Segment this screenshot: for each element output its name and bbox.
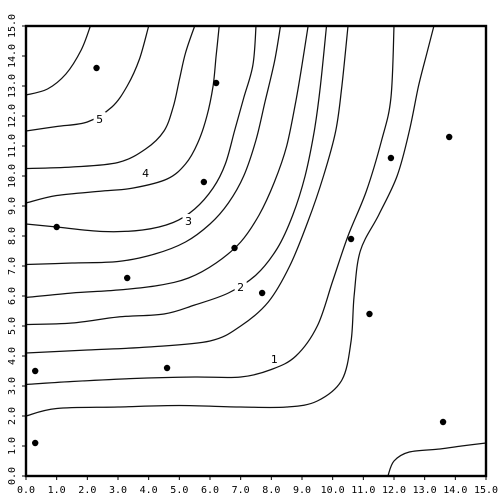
x-tick-label: 9.0 (293, 485, 311, 496)
data-point (124, 274, 131, 282)
y-tick-label: 5.0 (7, 317, 18, 335)
contour-label-bg (182, 214, 195, 227)
x-tick-label: 0.0 (17, 485, 35, 496)
y-tick-label: 3.0 (7, 377, 18, 395)
contour-label-bg (139, 166, 152, 179)
y-tick-label: 8.0 (7, 227, 18, 245)
contour-label-bg (268, 352, 281, 365)
contour-label-bg (234, 280, 247, 293)
x-tick-label: 5.0 (170, 485, 188, 496)
data-point (347, 235, 355, 243)
contour-labels: 5 4 3 2 1 (93, 112, 281, 366)
x-tick-label: 14.0 (443, 485, 467, 496)
x-tick-label: 8.0 (262, 485, 280, 496)
data-point (212, 79, 220, 87)
y-tick-label: 2.0 (7, 407, 18, 425)
contour-label: 5 (96, 113, 103, 126)
data-point (231, 244, 238, 252)
contour-line (25, 25, 282, 266)
x-tick-label: 12.0 (382, 485, 406, 496)
y-tick-label: 15.0 (7, 14, 18, 38)
x-tick-label: 10.0 (321, 485, 345, 496)
contour-line (387, 442, 487, 477)
y-tick-label: 0.0 (7, 467, 18, 485)
x-tick-label: 3.0 (109, 485, 127, 496)
y-tick-label: 1.0 (7, 437, 18, 455)
x-tick-label: 15.0 (474, 485, 498, 496)
y-tick-label: 14.0 (7, 44, 18, 68)
y-tick-label: 7.0 (7, 257, 18, 275)
data-point (258, 289, 266, 297)
y-axis: 0.0 1.0 2.0 3.0 4.0 5.0 6.0 7.0 8.0 9.0 10.0 11.0 12… (7, 14, 26, 485)
y-tick-label: 9.0 (7, 197, 18, 215)
x-tick-label: 4.0 (140, 485, 158, 496)
x-tick-label: 7.0 (232, 485, 250, 496)
data-point (32, 367, 39, 375)
contour-line (25, 25, 349, 354)
plot-frame (24, 24, 488, 478)
x-tick-label: 13.0 (413, 485, 437, 496)
data-point (387, 154, 395, 162)
contour-label-bg (93, 112, 106, 125)
data-point (93, 64, 100, 72)
x-tick-label: 1.0 (48, 485, 66, 496)
contour-label: 4 (142, 167, 149, 180)
y-tick-label: 11.0 (7, 134, 18, 158)
x-tick-label: 11.0 (351, 485, 375, 496)
data-point (32, 439, 39, 447)
contour-line (25, 25, 395, 386)
contour-line (25, 25, 196, 170)
data-point (366, 310, 373, 318)
y-tick-label: 10.0 (7, 164, 18, 188)
contour-lines (25, 25, 487, 477)
data-point (53, 223, 60, 231)
contour-label: 1 (271, 353, 278, 366)
contour-label: 2 (237, 281, 244, 294)
x-tick-label: 6.0 (201, 485, 219, 496)
x-tick-label: 2.0 (78, 485, 96, 496)
x-axis: 0.0 1.0 2.0 3.0 4.0 5.0 6.0 7.0 8.0 9.0 10.0 11.0 12… (17, 476, 498, 496)
contour-line (25, 25, 150, 132)
contour-line (25, 25, 309, 299)
y-tick-label: 6.0 (7, 287, 18, 305)
contour-line (25, 25, 220, 204)
contour-line (25, 25, 328, 326)
data-points (32, 64, 453, 447)
data-point (163, 364, 171, 372)
data-point (200, 178, 208, 186)
y-tick-label: 12.0 (7, 104, 18, 128)
contour-label: 3 (185, 215, 192, 228)
contour-line (25, 25, 435, 417)
y-tick-label: 4.0 (7, 347, 18, 365)
contour-line (25, 25, 257, 233)
contour-line (25, 25, 92, 96)
data-point (446, 133, 453, 141)
data-point (439, 418, 447, 426)
y-tick-label: 13.0 (7, 74, 18, 98)
